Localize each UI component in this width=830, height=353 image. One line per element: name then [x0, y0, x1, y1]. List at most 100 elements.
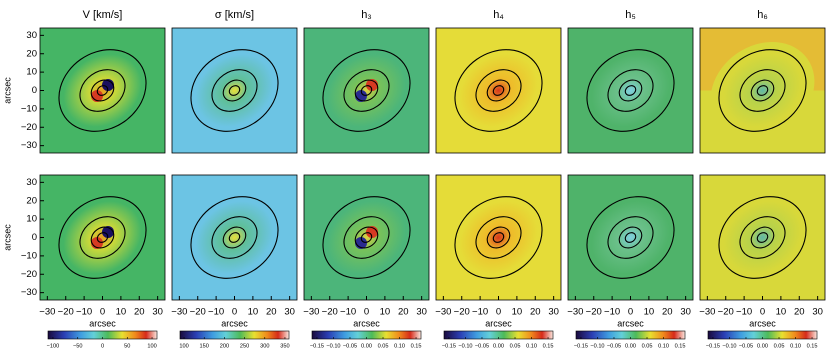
panel-title: h₃ — [361, 9, 372, 21]
contour — [486, 79, 511, 102]
map-panel — [435, 174, 562, 301]
y-axis-label: arcsec — [2, 77, 12, 104]
colorbar — [179, 330, 290, 340]
x-axis-label: arcsec — [485, 318, 512, 328]
x-tick-label: −10 — [604, 307, 620, 318]
contour — [618, 226, 643, 249]
contour — [454, 49, 543, 132]
x-tick-label: 10 — [380, 307, 391, 318]
x-tick-label: 30 — [812, 307, 823, 318]
contour — [343, 216, 390, 259]
x-tick-label: −30 — [567, 307, 583, 318]
y-tick-label: −30 — [21, 287, 37, 298]
colorbar-tick-label: 0 — [101, 343, 104, 349]
colorbar-tick-label: 150 — [200, 343, 209, 349]
colorbar-tick-label: −0.15 — [442, 343, 456, 349]
x-tick-label: 0 — [496, 307, 501, 318]
map-panel — [303, 174, 430, 301]
x-tick-label: 10 — [776, 307, 787, 318]
x-axis-label: arcsec — [89, 318, 116, 328]
contour — [360, 85, 373, 96]
y-tick-label: −20 — [21, 122, 37, 133]
x-tick-label: −20 — [190, 307, 206, 318]
x-tick-label: 20 — [398, 307, 409, 318]
colorbar-tick-label: 0.00 — [493, 343, 504, 349]
contour — [739, 69, 786, 112]
contour — [718, 49, 807, 132]
x-axis-label: arcsec — [617, 318, 644, 328]
colorbar-tick-label: 0.05 — [774, 343, 785, 349]
contour — [607, 216, 654, 259]
y-tick-label: −20 — [21, 269, 37, 280]
map-panel — [303, 27, 430, 154]
x-tick-label: −30 — [39, 307, 55, 318]
contour — [618, 79, 643, 102]
contour — [607, 69, 654, 112]
colorbar-tick-label: −0.05 — [607, 343, 621, 349]
map-field — [578, 188, 683, 287]
colorbar-tick-label: −0.15 — [706, 343, 720, 349]
x-tick-label: 0 — [364, 307, 369, 318]
map-panel — [39, 27, 166, 154]
map-panel — [435, 27, 562, 154]
map-field — [182, 41, 287, 140]
contour — [624, 85, 637, 96]
contour — [228, 232, 241, 243]
map-field — [446, 188, 551, 287]
contour — [96, 85, 109, 96]
map-panel — [171, 174, 298, 301]
x-tick-label: −30 — [435, 307, 451, 318]
x-axis-label: arcsec — [221, 318, 248, 328]
contour — [190, 196, 279, 279]
contour — [90, 79, 115, 102]
contour — [96, 232, 109, 243]
colorbar-tick-label: 0.15 — [807, 343, 818, 349]
y-tick-label: 10 — [26, 214, 37, 225]
colorbar-tick-label: 0.10 — [658, 343, 669, 349]
x-tick-label: −30 — [699, 307, 715, 318]
contour — [79, 216, 126, 259]
contour — [750, 226, 775, 249]
contour — [750, 79, 775, 102]
colorbar-tick-label: 0.05 — [378, 343, 389, 349]
x-tick-label: −10 — [340, 307, 356, 318]
contour — [343, 69, 390, 112]
x-tick-label: 0 — [760, 307, 765, 318]
colorbar-tick-label: 350 — [280, 343, 289, 349]
x-tick-label: 0 — [232, 307, 237, 318]
contour — [58, 49, 147, 132]
contour — [486, 226, 511, 249]
colorbar-tick-label: 0.10 — [790, 343, 801, 349]
colorbar-tick-label: 0.15 — [675, 343, 686, 349]
y-tick-label: 0 — [32, 85, 37, 96]
contour — [354, 226, 379, 249]
colorbar-tick-label: 0.00 — [625, 343, 636, 349]
y-tick-label: −10 — [21, 250, 37, 261]
panel-frame — [435, 27, 562, 154]
x-tick-label: 30 — [416, 307, 427, 318]
contour — [90, 226, 115, 249]
contour — [360, 232, 373, 243]
colorbar-tick-label: −0.10 — [590, 343, 604, 349]
panel-frame — [567, 27, 694, 154]
colorbar-tick-label: −0.15 — [574, 343, 588, 349]
x-tick-label: 30 — [548, 307, 559, 318]
contour — [756, 232, 769, 243]
panel-title: V [km/s] — [83, 9, 123, 21]
colorbar-tick-label: −100 — [47, 343, 60, 349]
x-tick-label: 20 — [530, 307, 541, 318]
panel-frame — [699, 27, 826, 154]
x-tick-label: 10 — [644, 307, 655, 318]
colorbar-tick-label: 0.10 — [526, 343, 537, 349]
x-tick-label: 30 — [284, 307, 295, 318]
y-tick-label: 10 — [26, 67, 37, 78]
map-panel — [567, 27, 694, 154]
x-tick-label: −20 — [322, 307, 338, 318]
x-tick-label: −10 — [208, 307, 224, 318]
colorbar-tick-label: −0.05 — [343, 343, 357, 349]
panel-title: h₅ — [625, 9, 636, 21]
x-tick-label: 0 — [100, 307, 105, 318]
x-tick-label: 10 — [512, 307, 523, 318]
colorbar-tick-label: 0.15 — [411, 343, 422, 349]
y-tick-label: 30 — [26, 177, 37, 188]
